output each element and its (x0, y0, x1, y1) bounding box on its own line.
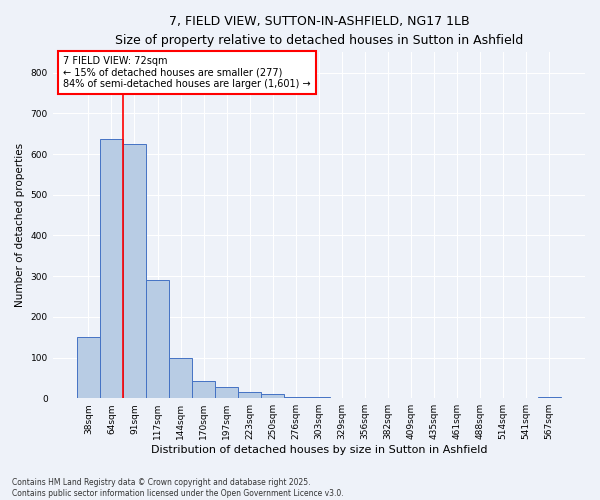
Bar (192, 381, 215, 398)
Y-axis label: Number of detached properties: Number of detached properties (15, 143, 25, 308)
Bar (238, 392, 261, 398)
Bar (215, 387, 238, 398)
Bar (146, 280, 169, 398)
Bar (77, 337, 100, 398)
Bar (284, 396, 307, 398)
Text: 7 FIELD VIEW: 72sqm
← 15% of detached houses are smaller (277)
84% of semi-detac: 7 FIELD VIEW: 72sqm ← 15% of detached ho… (64, 56, 311, 89)
X-axis label: Distribution of detached houses by size in Sutton in Ashfield: Distribution of detached houses by size … (151, 445, 487, 455)
Title: 7, FIELD VIEW, SUTTON-IN-ASHFIELD, NG17 1LB
Size of property relative to detache: 7, FIELD VIEW, SUTTON-IN-ASHFIELD, NG17 … (115, 15, 523, 47)
Bar (123, 144, 146, 398)
Text: Contains HM Land Registry data © Crown copyright and database right 2025.
Contai: Contains HM Land Registry data © Crown c… (12, 478, 344, 498)
Bar (100, 138, 123, 398)
Bar (261, 394, 284, 398)
Bar (169, 358, 192, 398)
